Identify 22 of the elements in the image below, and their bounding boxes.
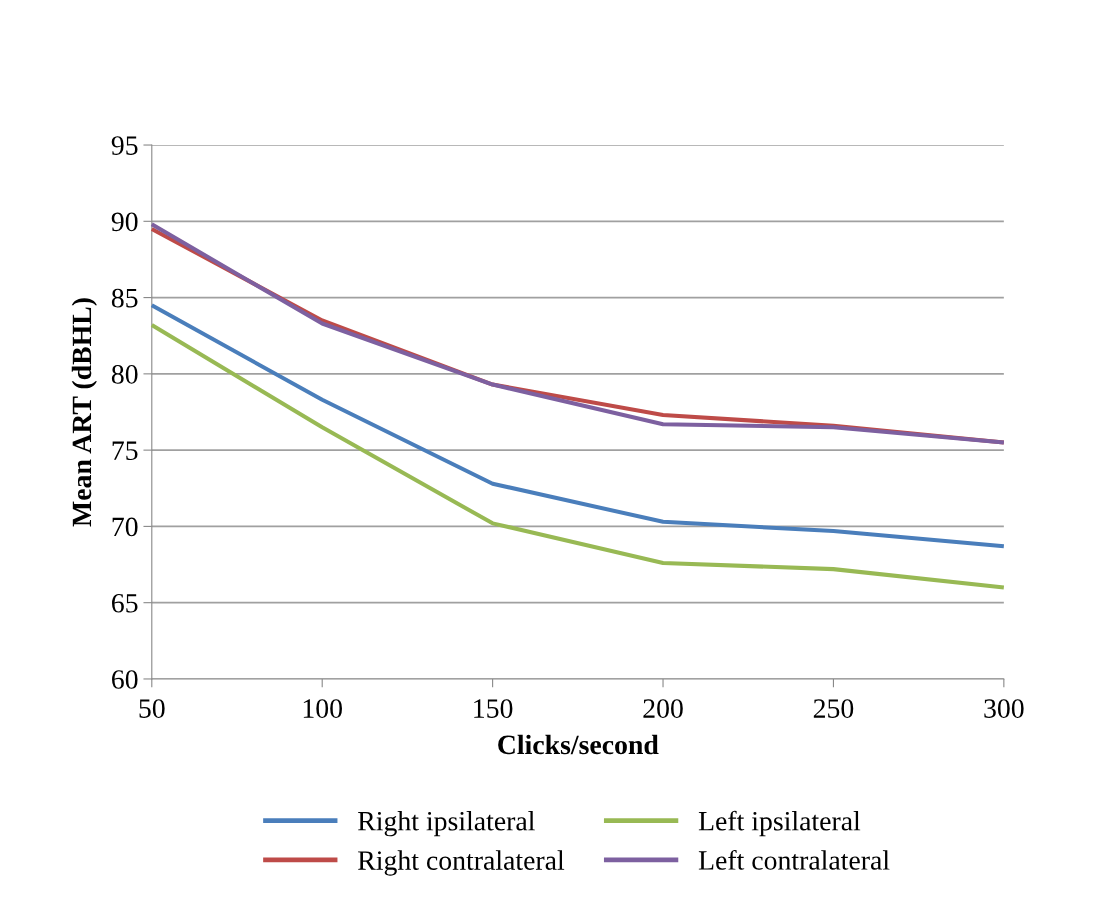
legend-label: Left contralateral <box>698 850 890 870</box>
line-series <box>149 323 1006 590</box>
x-tick-label: 150 <box>474 699 513 718</box>
y-tick-label: 95 <box>111 136 138 155</box>
y-tick-label: 85 <box>111 288 138 308</box>
x-tick-label: 300 <box>984 699 1024 718</box>
legend-label: Right ipsilateral <box>358 811 535 837</box>
y-tick-label: 80 <box>111 365 138 384</box>
legend-label: Right contralateral <box>358 850 565 876</box>
x-axis-title: Clicks/second <box>498 734 659 755</box>
y-tick-label: 75 <box>112 441 138 461</box>
y-tick-label: 70 <box>112 517 138 537</box>
y-axis-title: Mean ART (dBHL) <box>71 298 97 527</box>
x-tick-label: 250 <box>813 699 854 718</box>
y-tick-label: 90 <box>111 212 138 232</box>
y-tick-label: 65 <box>112 593 138 613</box>
y-tick-label: 60 <box>112 670 138 689</box>
x-tick-label: 200 <box>643 699 683 718</box>
legend-label: Left ipsilateral <box>698 810 861 837</box>
line-series <box>149 303 1006 549</box>
x-tick-label: 50 <box>139 699 165 718</box>
x-tick-label: 100 <box>303 699 342 718</box>
